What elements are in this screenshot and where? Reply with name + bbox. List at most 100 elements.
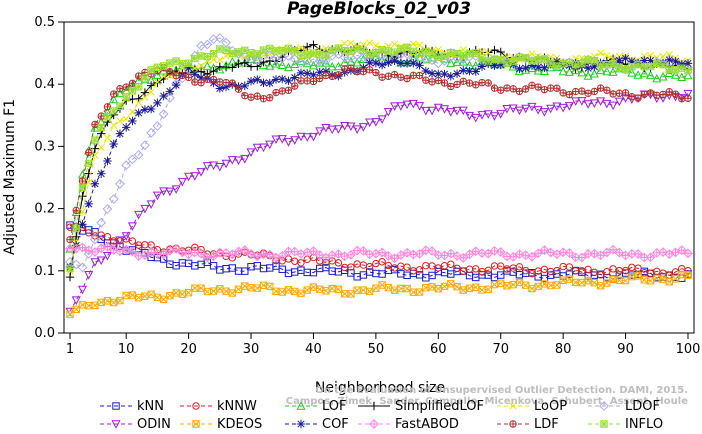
data-point-odin — [415, 102, 425, 111]
data-point-odin — [258, 143, 269, 153]
data-point-odin — [246, 148, 256, 157]
data-point-knn — [197, 260, 205, 269]
data-point-odin — [358, 123, 368, 132]
data-point-odin — [477, 111, 487, 120]
data-point-odin — [252, 143, 262, 153]
data-point-ldf — [615, 89, 624, 97]
series-line-inflo — [69, 46, 689, 269]
legend-label-loop: LoOP — [534, 399, 567, 414]
data-point-odin — [202, 162, 212, 171]
data-point-inflo — [365, 50, 374, 58]
data-point-ldf — [603, 86, 611, 94]
data-point-cof — [683, 59, 693, 68]
data-point-odin — [84, 271, 94, 280]
data-point-ldf — [278, 87, 286, 95]
legend-label-odin: ODIN — [137, 417, 171, 432]
data-point-cof — [171, 80, 181, 90]
data-point-odin — [558, 103, 568, 113]
data-point-ldf — [178, 71, 187, 80]
data-point-odin — [483, 110, 493, 119]
data-point-cof — [278, 74, 287, 84]
data-point-ldf — [434, 76, 443, 85]
data-point-kdeos — [503, 282, 511, 290]
data-point-fastabod — [314, 250, 325, 260]
data-point-kdeos — [309, 283, 318, 291]
data-point-ldf — [628, 93, 636, 101]
data-point-ldf — [453, 80, 461, 89]
data-point-cof — [259, 78, 268, 87]
data-point-kdeos — [103, 297, 112, 305]
data-point-cof — [78, 219, 87, 229]
legend-marker-cof — [296, 419, 306, 429]
data-point-fastabod — [90, 247, 100, 257]
data-point-lof — [215, 64, 225, 74]
data-point-cof — [309, 70, 318, 80]
data-point-cof — [415, 61, 424, 70]
data-point-fastabod — [127, 246, 138, 257]
data-point-inflo — [134, 83, 143, 91]
legend-marker-odin — [111, 420, 121, 429]
data-point-fastabod — [196, 248, 206, 259]
data-point-knnw — [584, 265, 592, 274]
data-point-odin — [65, 307, 75, 317]
data-point-cof — [159, 91, 168, 101]
data-point-knnw — [347, 263, 355, 271]
data-point-loop — [78, 208, 87, 216]
data-point-ldf — [234, 85, 243, 93]
data-point-lof — [246, 54, 256, 63]
data-point-ldf — [653, 91, 661, 99]
data-point-inflo — [347, 47, 355, 55]
data-point-ldf — [297, 77, 305, 85]
legend-item-knn: kNN — [100, 399, 164, 414]
data-point-ldf — [678, 95, 686, 103]
data-point-inflo — [322, 51, 330, 59]
data-point-ldof — [96, 217, 107, 228]
data-point-fastabod — [289, 246, 300, 257]
data-point-odin — [308, 132, 318, 142]
data-point-inflo — [234, 48, 243, 56]
legend-marker-loop — [509, 402, 517, 410]
data-point-ldf — [134, 72, 143, 80]
data-point-lof — [327, 61, 337, 71]
data-point-ldf — [659, 90, 667, 99]
data-point-lof — [202, 61, 212, 70]
data-point-fastabod — [595, 250, 606, 261]
data-point-loop — [646, 51, 655, 59]
data-point-knnw — [596, 271, 605, 279]
data-point-cof — [621, 54, 630, 63]
legend-label-lof: LOF — [322, 399, 347, 414]
data-point-odin — [589, 99, 599, 108]
data-point-odin — [134, 210, 144, 220]
data-point-ldof — [321, 55, 331, 66]
data-point-odin — [596, 97, 606, 106]
data-point-inflo — [409, 47, 418, 55]
data-point-knnw — [415, 266, 424, 274]
data-point-ldf — [172, 71, 180, 80]
data-point-inflo — [309, 49, 318, 57]
data-point-cof — [315, 68, 324, 77]
legend-label-inflo: INFLO — [625, 417, 663, 432]
data-point-cof — [90, 179, 100, 188]
data-point-knn — [97, 235, 105, 244]
data-point-ldf — [216, 78, 224, 86]
x-tick-label: 20 — [180, 342, 197, 357]
data-point-ldf — [459, 77, 467, 85]
series-layer — [65, 33, 693, 319]
data-point-inflo — [184, 59, 193, 68]
data-point-simplifiedlof — [153, 78, 162, 88]
data-point-kdeos — [303, 286, 311, 294]
data-point-knnw — [684, 267, 692, 275]
data-point-inflo — [503, 59, 511, 67]
data-point-odin — [234, 156, 244, 166]
data-point-inflo — [509, 57, 517, 66]
data-point-inflo — [453, 49, 461, 58]
data-point-simplifiedlof — [234, 59, 243, 69]
data-point-kdeos — [440, 282, 449, 291]
data-point-inflo — [353, 45, 361, 53]
data-point-cof — [490, 61, 499, 70]
data-point-ldf — [534, 83, 542, 91]
legend-item-fastabod: FastABOD — [358, 417, 459, 432]
data-point-lof — [558, 66, 568, 76]
data-point-ldf — [272, 88, 280, 97]
data-point-loop — [153, 78, 161, 86]
